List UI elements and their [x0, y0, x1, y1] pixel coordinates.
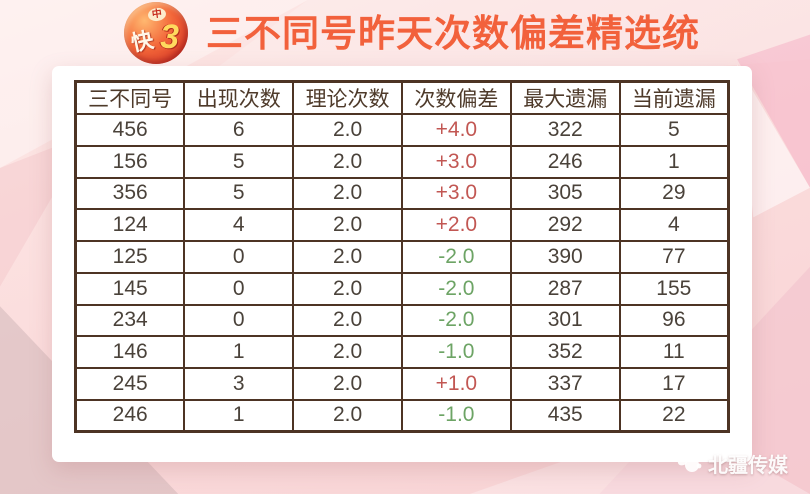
watermark: 北疆传媒: [676, 449, 788, 478]
table-cell: 146: [74, 335, 186, 369]
table-cell: -2.0: [400, 240, 512, 274]
table-cell: 246: [74, 398, 186, 433]
table-cell: 246: [509, 144, 621, 179]
table-cell: -2.0: [400, 303, 512, 338]
column-header: 理论次数: [292, 80, 403, 115]
table-row: 245 3 2.0 +1.0 337 17: [74, 367, 730, 401]
table-cell: 245: [74, 367, 186, 401]
page-header: 中 快 3 三不同号昨天次数偏差精选统计: [0, 0, 810, 106]
table-cell: 0: [183, 303, 295, 338]
table-row: 246 1 2.0 -1.0 435 22: [74, 398, 730, 433]
table-cell: 125: [74, 240, 186, 274]
table-cell: 1: [183, 335, 295, 369]
stats-card: 三不同号 出现次数 理论次数 次数偏差 最大遗漏 当前遗漏 456 6 2.0 +4.…: [52, 66, 752, 462]
table-row: 146 1 2.0 -1.0 352 11: [74, 335, 730, 369]
column-header: 三不同号: [74, 80, 186, 115]
table-cell: 435: [509, 398, 621, 433]
page-title: 三不同号昨天次数偏差精选统计: [206, 13, 700, 106]
table-cell: 2.0: [292, 113, 403, 147]
table-header-row: 三不同号 出现次数 理论次数 次数偏差 最大遗漏 当前遗漏: [74, 80, 730, 115]
table-cell: 145: [74, 271, 186, 306]
table-cell: 234: [74, 303, 186, 338]
table-cell: 5: [183, 144, 295, 179]
stats-table: 三不同号 出现次数 理论次数 次数偏差 最大遗漏 当前遗漏 456 6 2.0 +4.…: [74, 80, 730, 433]
table-cell: 6: [183, 113, 295, 147]
table-cell: 5: [618, 113, 730, 147]
table-cell: +3.0: [400, 144, 512, 179]
table-cell: 301: [509, 303, 621, 338]
table-row: 145 0 2.0 -2.0 287 155: [74, 271, 730, 306]
table-cell: 17: [618, 367, 730, 401]
table-cell: 2.0: [292, 144, 403, 179]
table-cell: 2.0: [292, 367, 403, 401]
table-cell: 22: [618, 398, 730, 433]
table-cell: -2.0: [400, 271, 512, 306]
table-cell: 4: [183, 208, 295, 242]
table-cell: 2.0: [292, 240, 403, 274]
table-cell: 2.0: [292, 303, 403, 338]
table-cell: 322: [509, 113, 621, 147]
table-cell: 337: [509, 367, 621, 401]
table-cell: 456: [74, 113, 186, 147]
table-cell: 0: [183, 271, 295, 306]
table-cell: 2.0: [292, 208, 403, 242]
column-header: 出现次数: [183, 80, 295, 115]
table-cell: 2.0: [292, 176, 403, 211]
table-cell: 2.0: [292, 271, 403, 306]
table-cell: 1: [183, 398, 295, 433]
column-header: 最大遗漏: [509, 80, 621, 115]
table-row: 156 5 2.0 +3.0 246 1: [74, 144, 730, 179]
table-cell: 352: [509, 335, 621, 369]
table-cell: +1.0: [400, 367, 512, 401]
table-header: 三不同号 出现次数 理论次数 次数偏差 最大遗漏 当前遗漏: [74, 80, 730, 115]
table-cell: 11: [618, 335, 730, 369]
table-cell: 4: [618, 208, 730, 242]
table-cell: 1: [618, 144, 730, 179]
table-cell: 29: [618, 176, 730, 211]
table-cell: 156: [74, 144, 186, 179]
table-cell: 390: [509, 240, 621, 274]
table-cell: 3: [183, 367, 295, 401]
table-cell: 155: [618, 271, 730, 306]
table-row: 234 0 2.0 -2.0 301 96: [74, 303, 730, 338]
logo-three-glyph: 3: [160, 18, 179, 56]
table-cell: +2.0: [400, 208, 512, 242]
table-cell: -1.0: [400, 398, 512, 433]
table-row: 124 4 2.0 +2.0 292 4: [74, 208, 730, 242]
watermark-text: 北疆传媒: [708, 455, 788, 477]
table-cell: 5: [183, 176, 295, 211]
table-cell: 292: [509, 208, 621, 242]
table-cell: 2.0: [292, 335, 403, 369]
table-cell: 287: [509, 271, 621, 306]
watermark-logo-icon: [677, 455, 702, 472]
table-cell: 2.0: [292, 398, 403, 433]
table-row: 125 0 2.0 -2.0 390 77: [74, 240, 730, 274]
table-cell: 356: [74, 176, 186, 211]
table-cell: +4.0: [400, 113, 512, 147]
table-cell: 77: [618, 240, 730, 274]
table-cell: 124: [74, 208, 186, 242]
table-cell: +3.0: [400, 176, 512, 211]
table-cell: 96: [618, 303, 730, 338]
table-row: 456 6 2.0 +4.0 322 5: [74, 113, 730, 147]
table-row: 356 5 2.0 +3.0 305 29: [74, 176, 730, 211]
kuai3-lottery-logo-icon: 中 快 3: [124, 2, 188, 64]
table-cell: 305: [509, 176, 621, 211]
table-body: 456 6 2.0 +4.0 322 5 156 5 2.0 +3.0 246 1 356 5 2.0 +3.…: [74, 113, 730, 433]
table-cell: 0: [183, 240, 295, 274]
column-header: 当前遗漏: [618, 80, 730, 115]
column-header: 次数偏差: [400, 80, 512, 115]
table-cell: -1.0: [400, 335, 512, 369]
